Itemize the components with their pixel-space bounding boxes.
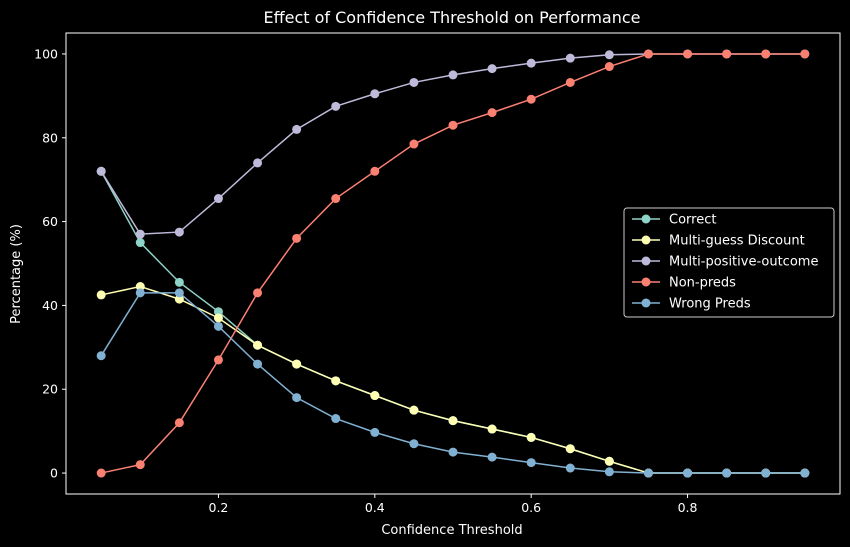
data-point-multi-positive-outcome [214, 194, 223, 203]
legend-label: Multi-positive-outcome [669, 255, 818, 270]
data-point-wrong-preds [175, 288, 184, 297]
data-point-multi-guess-discount [331, 376, 340, 385]
legend-swatch-marker [642, 278, 651, 287]
data-point-wrong-preds [488, 453, 497, 462]
data-point-multi-positive-outcome [97, 167, 106, 176]
data-point-multi-positive-outcome [370, 89, 379, 98]
data-point-non-preds [214, 355, 223, 364]
y-tick-label: 60 [42, 214, 58, 229]
data-point-wrong-preds [449, 448, 458, 457]
data-point-wrong-preds [722, 469, 731, 478]
chart-title: Effect of Confidence Threshold on Perfor… [263, 8, 640, 27]
legend-label: Correct [669, 213, 716, 228]
data-point-multi-guess-discount [292, 360, 301, 369]
data-point-multi-positive-outcome [488, 64, 497, 73]
x-axis-label: Confidence Threshold [381, 523, 522, 538]
data-point-multi-guess-discount [605, 457, 614, 466]
data-point-multi-guess-discount [409, 406, 418, 415]
data-point-wrong-preds [761, 469, 770, 478]
legend-swatch-marker [642, 257, 651, 266]
data-point-multi-positive-outcome [527, 59, 536, 68]
x-tick-label: 0.2 [209, 500, 229, 515]
data-point-wrong-preds [800, 469, 809, 478]
data-point-wrong-preds [331, 414, 340, 423]
data-point-multi-positive-outcome [136, 230, 145, 239]
y-axis-label: Percentage (%) [9, 224, 24, 324]
y-tick-label: 20 [42, 382, 58, 397]
data-point-non-preds [136, 460, 145, 469]
data-point-non-preds [644, 49, 653, 58]
data-point-non-preds [292, 234, 301, 243]
y-tick-label: 100 [34, 46, 58, 61]
data-point-multi-guess-discount [370, 391, 379, 400]
data-point-non-preds [527, 95, 536, 104]
data-point-multi-guess-discount [253, 341, 262, 350]
data-point-multi-positive-outcome [175, 228, 184, 237]
data-point-multi-positive-outcome [331, 102, 340, 111]
data-point-non-preds [409, 140, 418, 149]
data-point-non-preds [97, 469, 106, 478]
y-tick-label: 80 [42, 130, 58, 145]
legend-label: Non-preds [669, 276, 736, 291]
y-tick-label: 0 [50, 466, 58, 481]
data-point-non-preds [605, 62, 614, 71]
data-point-non-preds [331, 194, 340, 203]
data-point-correct [136, 238, 145, 247]
data-point-wrong-preds [527, 458, 536, 467]
data-point-wrong-preds [97, 351, 106, 360]
data-point-wrong-preds [566, 464, 575, 473]
data-point-non-preds [175, 418, 184, 427]
data-point-multi-guess-discount [566, 444, 575, 453]
data-point-wrong-preds [605, 467, 614, 476]
data-point-multi-guess-discount [527, 433, 536, 442]
legend: Correct Multi-guess Discount Multi-positiv… [624, 208, 834, 317]
data-point-multi-positive-outcome [253, 158, 262, 167]
data-point-non-preds [253, 288, 262, 297]
data-point-wrong-preds [409, 439, 418, 448]
legend-swatch-marker [642, 299, 651, 308]
data-point-multi-positive-outcome [409, 78, 418, 87]
data-point-non-preds [566, 78, 575, 87]
data-point-wrong-preds [292, 393, 301, 402]
x-tick-label: 0.6 [521, 500, 541, 515]
legend-label: Multi-guess Discount [669, 234, 805, 249]
data-point-non-preds [449, 121, 458, 130]
data-point-wrong-preds [214, 322, 223, 331]
data-point-wrong-preds [683, 469, 692, 478]
data-point-multi-positive-outcome [566, 54, 575, 63]
y-tick-label: 40 [42, 298, 58, 313]
data-point-wrong-preds [253, 360, 262, 369]
data-point-multi-positive-outcome [605, 50, 614, 59]
data-point-multi-guess-discount [214, 313, 223, 322]
data-point-multi-positive-outcome [292, 125, 301, 134]
data-point-correct [175, 278, 184, 287]
data-point-wrong-preds [136, 288, 145, 297]
data-point-non-preds [370, 167, 379, 176]
data-point-non-preds [683, 49, 692, 58]
data-point-non-preds [722, 49, 731, 58]
data-point-non-preds [800, 49, 809, 58]
data-point-multi-positive-outcome [449, 70, 458, 79]
data-point-multi-guess-discount [97, 290, 106, 299]
data-point-non-preds [488, 108, 497, 117]
legend-label: Wrong Preds [669, 297, 751, 312]
data-point-non-preds [761, 49, 770, 58]
x-tick-label: 0.8 [678, 500, 698, 515]
data-point-multi-guess-discount [449, 416, 458, 425]
data-point-wrong-preds [370, 428, 379, 437]
data-point-multi-guess-discount [488, 425, 497, 434]
legend-swatch-marker [642, 215, 651, 224]
data-point-wrong-preds [644, 469, 653, 478]
legend-swatch-marker [642, 236, 651, 245]
x-tick-label: 0.4 [365, 500, 385, 515]
